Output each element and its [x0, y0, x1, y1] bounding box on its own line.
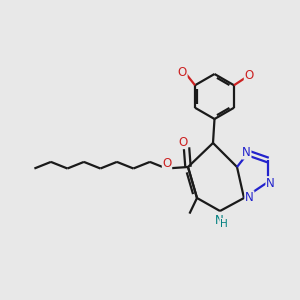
- Text: H: H: [220, 219, 228, 229]
- Text: N: N: [266, 177, 275, 190]
- Text: O: O: [178, 65, 187, 79]
- Text: O: O: [244, 69, 253, 82]
- Text: O: O: [178, 136, 188, 148]
- Text: O: O: [162, 157, 172, 169]
- Text: N: N: [242, 146, 251, 159]
- Text: N: N: [245, 191, 254, 204]
- Text: N: N: [214, 214, 223, 226]
